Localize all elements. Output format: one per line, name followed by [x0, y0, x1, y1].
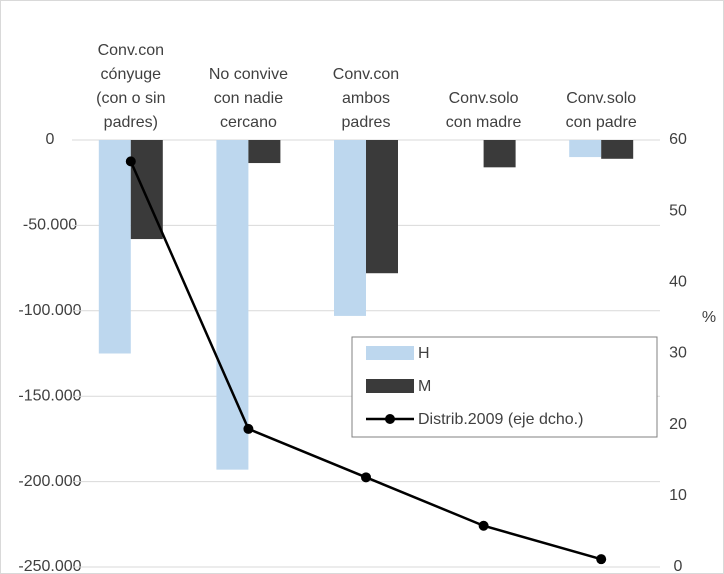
- x-tick-label: Conv.con: [333, 66, 399, 83]
- x-tick-label: No convive: [209, 66, 288, 83]
- y2-tick-label: 0: [674, 558, 683, 574]
- bar: [569, 140, 602, 158]
- y-tick-label: 0: [46, 131, 55, 148]
- x-tick-label: con padre: [566, 114, 637, 131]
- bar: [601, 140, 634, 159]
- legend-label: Distrib.2009 (eje dcho.): [418, 411, 583, 428]
- y2-tick-label: 10: [669, 487, 687, 504]
- legend-label: H: [418, 345, 430, 362]
- y2-tick-label: 60: [669, 131, 687, 148]
- x-tick-label: con nadie: [214, 90, 283, 107]
- x-tick-label: ambos: [342, 90, 390, 107]
- bar: [483, 140, 516, 168]
- x-tick-label: (con o sin: [96, 90, 165, 107]
- x-tick-label: padres: [342, 114, 391, 131]
- y2-tick-label: 30: [669, 345, 687, 362]
- y-tick-label: -200.000: [18, 473, 81, 490]
- x-tick-label: cercano: [220, 114, 277, 131]
- bar: [366, 140, 398, 274]
- x-tick-label: cónyuge: [101, 66, 162, 83]
- line-marker: [478, 520, 489, 531]
- legend-swatch: [366, 379, 414, 393]
- x-tick-label: Conv.con: [98, 42, 164, 59]
- bar: [248, 140, 281, 164]
- y-tick-label: -250.000: [18, 558, 81, 574]
- x-tick-label: padres): [104, 114, 158, 131]
- line-marker: [596, 554, 607, 565]
- y-tick-label: -150.000: [18, 387, 81, 404]
- y-tick-label: -50.000: [23, 217, 77, 234]
- y2-tick-label: 50: [669, 202, 687, 219]
- legend-marker: [385, 414, 395, 424]
- y-tick-label: -100.000: [18, 302, 81, 319]
- line-marker: [125, 156, 136, 167]
- line-marker: [361, 472, 371, 483]
- x-tick-label: Conv.solo: [449, 90, 519, 107]
- y2-tick-label: 40: [669, 274, 687, 291]
- y2-tick-label: 20: [669, 416, 687, 433]
- bar: [98, 140, 131, 354]
- x-tick-label: Conv.solo: [566, 90, 636, 107]
- legend-label: M: [418, 378, 431, 395]
- line-marker: [243, 423, 254, 434]
- x-tick-label: con madre: [446, 114, 522, 131]
- y2-axis-label: %: [702, 309, 716, 326]
- bar: [334, 140, 366, 316]
- legend-swatch: [366, 346, 414, 360]
